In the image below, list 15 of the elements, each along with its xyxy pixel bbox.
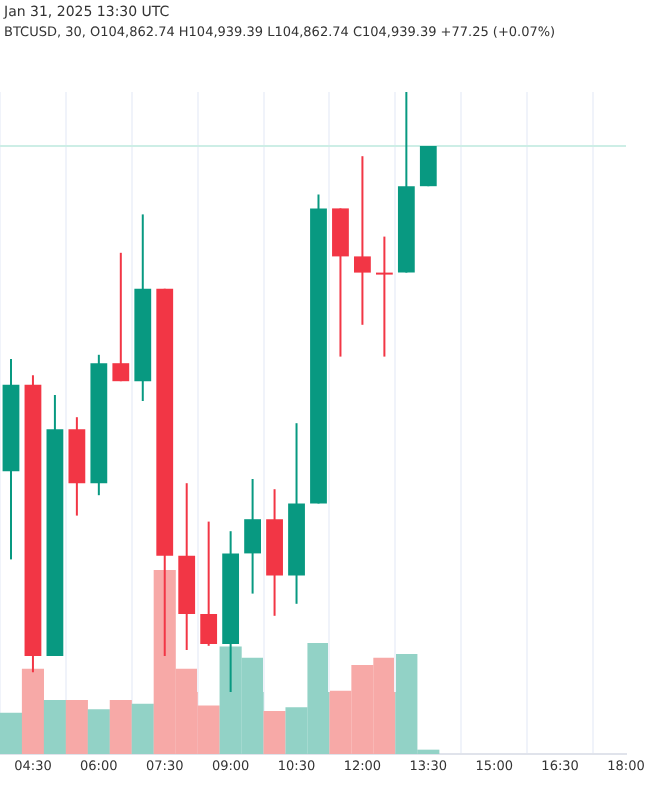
candlestick — [375, 235, 393, 358]
candlestick — [244, 478, 261, 595]
candlestick — [112, 251, 130, 383]
bar — [43, 699, 66, 754]
candlestick — [354, 155, 371, 326]
bar — [65, 699, 88, 754]
bar — [131, 703, 154, 754]
candlestick — [200, 520, 218, 647]
candlestick — [419, 145, 437, 188]
bar — [87, 709, 110, 754]
bar — [109, 699, 132, 754]
bar — [21, 668, 45, 754]
bar — [263, 711, 286, 754]
candlestick — [332, 207, 349, 358]
bar — [0, 712, 23, 754]
